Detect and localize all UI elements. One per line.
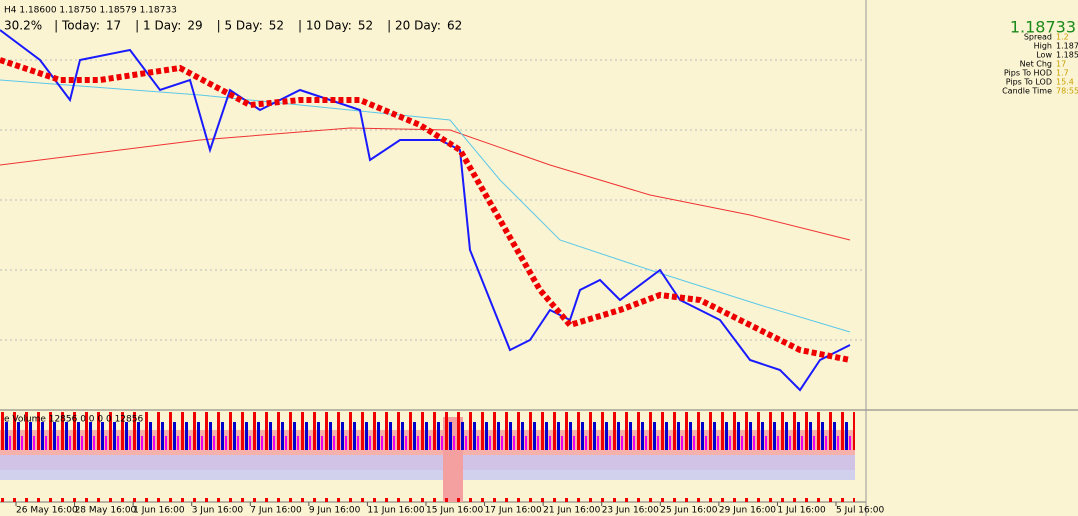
panel-label: High <box>1034 42 1052 51</box>
stat-label: | 1 Day: <box>135 19 181 33</box>
x-label: 15 Jun 16:00 <box>426 506 483 516</box>
x-label: 26 May 16:00 <box>16 506 78 516</box>
x-label: 3 Jun 16:00 <box>192 506 244 516</box>
x-label: 29 Jun 16:00 <box>719 506 776 516</box>
panel-label: Low <box>1036 51 1052 60</box>
stat-value: 62 <box>447 19 462 33</box>
x-label: 5 Jul 16:00 <box>836 506 885 516</box>
moving-average-long <box>0 127 851 241</box>
panel-value: 1.2 <box>1056 33 1069 42</box>
x-label: 9 Jun 16:00 <box>309 506 361 516</box>
panel-value: 17 <box>1056 60 1066 69</box>
volume-bars <box>0 412 855 502</box>
panel-label: Net Chg <box>1020 60 1052 69</box>
panel-label: Pips To HOD <box>1004 69 1052 78</box>
x-label: 1 Jun 16:00 <box>133 506 185 516</box>
panel-value: 1.18579 <box>1056 51 1078 60</box>
panel-value: 78:55 <box>1056 87 1078 96</box>
panel-label: Spread <box>1024 33 1052 42</box>
stat-label: | Today: <box>54 19 100 33</box>
x-label: 7 Jun 16:00 <box>250 506 302 516</box>
current-price: 1.18733 <box>1010 18 1076 37</box>
x-label: 21 Jun 16:00 <box>543 506 600 516</box>
x-label: 28 May 16:00 <box>75 506 137 516</box>
panel-label: Pips To LOD <box>1006 78 1052 87</box>
x-label: 23 Jun 16:00 <box>602 506 659 516</box>
panel-value: 1.7 <box>1056 69 1069 78</box>
stat-label: | 10 Day: <box>298 19 352 33</box>
volume-label: e Volume 12856 0 0 0 0 12856 <box>4 415 143 425</box>
trend-ma <box>0 57 851 363</box>
stat-value: 52 <box>269 19 284 33</box>
stat-label: | 5 Day: <box>217 19 263 33</box>
quote: H4 1.18600 1.18750 1.18579 1.18733 <box>4 6 177 16</box>
x-label: 25 Jun 16:00 <box>660 506 717 516</box>
grid <box>0 59 866 341</box>
stat-label: 30.2% <box>4 19 42 33</box>
moving-average <box>0 79 851 333</box>
stat-label: | 20 Day: <box>387 19 441 33</box>
stat-value: 17 <box>106 19 121 33</box>
stat-value: 29 <box>187 19 202 33</box>
price-line <box>0 29 851 392</box>
x-label: 11 Jun 16:00 <box>367 506 424 516</box>
x-label: 17 Jun 16:00 <box>485 506 542 516</box>
stat-value: 52 <box>358 19 373 33</box>
panel-value: 15.4 <box>1056 78 1074 87</box>
panel-value: 1.18750 <box>1056 42 1078 51</box>
panel-label: Candle Time <box>1002 87 1052 96</box>
x-label: 1 Jul 16:00 <box>777 506 826 516</box>
